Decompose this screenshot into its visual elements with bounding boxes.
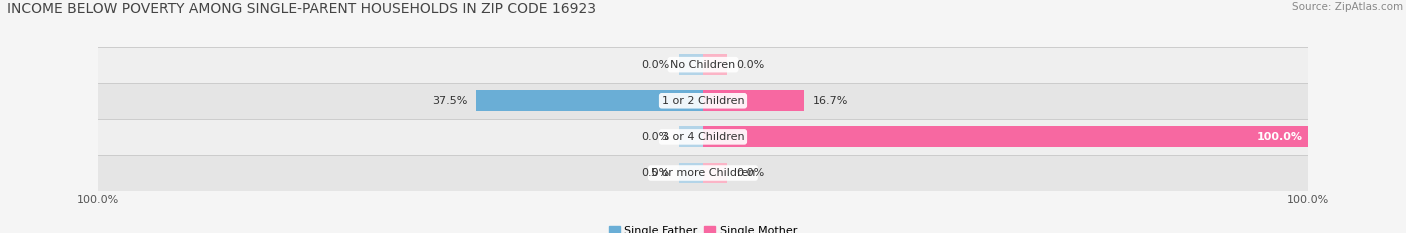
Bar [679, 127, 703, 147]
Text: 5 or more Children: 5 or more Children [651, 168, 755, 178]
Bar [679, 163, 703, 183]
Bar [98, 47, 1308, 83]
Bar [703, 127, 1308, 147]
Text: 0.0%: 0.0% [641, 132, 669, 142]
Bar [98, 119, 1308, 155]
Bar [679, 54, 703, 75]
Bar [703, 54, 727, 75]
Text: 1 or 2 Children: 1 or 2 Children [662, 96, 744, 106]
Bar [703, 90, 804, 111]
Text: INCOME BELOW POVERTY AMONG SINGLE-PARENT HOUSEHOLDS IN ZIP CODE 16923: INCOME BELOW POVERTY AMONG SINGLE-PARENT… [7, 2, 596, 16]
Text: 100.0%: 100.0% [1257, 132, 1303, 142]
Text: 0.0%: 0.0% [641, 168, 669, 178]
Text: 0.0%: 0.0% [737, 168, 765, 178]
Bar [703, 163, 727, 183]
Text: 3 or 4 Children: 3 or 4 Children [662, 132, 744, 142]
Text: 0.0%: 0.0% [737, 60, 765, 70]
Text: 37.5%: 37.5% [432, 96, 467, 106]
Text: 16.7%: 16.7% [813, 96, 848, 106]
Text: No Children: No Children [671, 60, 735, 70]
Bar [98, 155, 1308, 191]
Bar [477, 90, 703, 111]
Bar [98, 83, 1308, 119]
Text: Source: ZipAtlas.com: Source: ZipAtlas.com [1292, 2, 1403, 12]
Legend: Single Father, Single Mother: Single Father, Single Mother [605, 221, 801, 233]
Text: 0.0%: 0.0% [641, 60, 669, 70]
